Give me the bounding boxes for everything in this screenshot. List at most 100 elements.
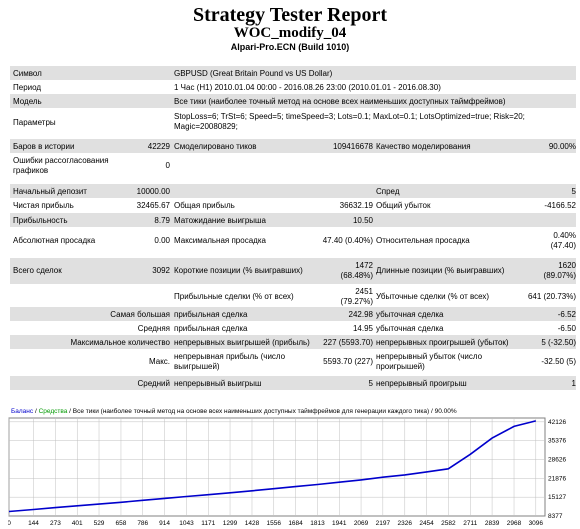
abs-drawdown-label: Абсолютная просадка [13, 236, 96, 245]
mismatch-label: Ошибки рассогласования графиков [13, 156, 109, 175]
period-value: 1 Час (H1) 2010.01.04 00:00 - 2016.08.26… [174, 83, 441, 92]
x-tick-label: 529 [94, 520, 105, 527]
x-tick-label: 2968 [507, 520, 522, 527]
max-count-label: Максимальное количество [70, 338, 170, 347]
x-tick-label: 2711 [463, 520, 477, 527]
x-tick-label: 1171 [201, 520, 215, 527]
short-positions-percent: (68.48%) [340, 271, 373, 280]
max-drawdown-value: 47.40 (0.40%) [322, 236, 373, 245]
avg-profit-label: прибыльная сделка [174, 324, 248, 333]
row-shade-total [10, 258, 576, 284]
x-tick-label: 1428 [245, 520, 260, 527]
period-label: Период [13, 83, 42, 92]
profit-factor-label: Прибыльность [13, 216, 68, 225]
max-cons-profit-label: непрерывная прибыль (число выигрышей) [174, 352, 286, 371]
symbol-label: Символ [13, 69, 42, 78]
avg-profit-value: 14.95 [352, 324, 373, 333]
x-tick-label: 2454 [419, 520, 434, 527]
x-tick-label: 2326 [398, 520, 413, 527]
x-tick-label: 273 [50, 520, 61, 527]
x-tick-label: 786 [137, 520, 148, 527]
x-tick-label: 1556 [267, 520, 282, 527]
caption-rest: / Все тики (наиболее точный метод на осн… [67, 407, 456, 415]
x-tick-label: 914 [159, 520, 170, 527]
y-tick-label: 21876 [548, 475, 566, 482]
x-tick-label: 1684 [288, 520, 303, 527]
row-shade-largest [10, 307, 576, 321]
gross-loss-label: Общий убыток [376, 201, 431, 210]
max-cons-wins-value: 227 (5593.70) [323, 338, 373, 347]
server-info: Alpari-Pro.ECN (Build 1010) [230, 42, 350, 52]
max-cons-wins-label: непрерывных выигрышей (прибыль) [174, 338, 310, 347]
expected-payoff-value: 10.50 [352, 216, 373, 225]
net-profit-label: Чистая прибыль [13, 201, 74, 210]
profit-trades-percent: (79.27%) [340, 297, 373, 306]
rel-drawdown-amount: (47.40) [550, 241, 576, 250]
symbol-value: GBPUSD (Great Britain Pound vs US Dollar… [174, 69, 333, 78]
row-shade-bars [10, 139, 576, 153]
gross-loss-value: -4166.52 [544, 201, 576, 210]
row-shade-max-count [10, 335, 576, 349]
deposit-value: 10000.00 [136, 187, 170, 196]
y-tick-label: 42126 [548, 419, 566, 426]
y-tick-label: 35376 [548, 438, 566, 445]
inputs-line-1: StopLoss=6; TrSt=6; Speed=5; timeSpeed=3… [174, 112, 525, 121]
x-tick-label: 1813 [310, 520, 325, 527]
x-tick-label: 658 [116, 520, 127, 527]
caption-equity: Средства [39, 408, 68, 415]
long-positions-label: Длинные позиции (% выигравших) [376, 266, 505, 275]
largest-profit-label: прибыльная сделка [174, 310, 248, 319]
x-tick-label: 2069 [354, 520, 369, 527]
largest-label: Самая большая [110, 310, 170, 319]
gross-profit-label: Общая прибыль [174, 201, 235, 210]
mismatch-value: 0 [165, 161, 170, 170]
model-label: Модель [13, 97, 42, 106]
avg-cons-label: Средний [137, 379, 170, 388]
largest-loss-label: убыточная сделка [376, 310, 444, 319]
row-shade-avg-cons [10, 376, 576, 390]
row-shade-symbol [10, 66, 576, 80]
y-tick-label: 15127 [548, 494, 566, 501]
model-value: Все тики (наиболее точный метод на основ… [174, 97, 506, 106]
maximal-label: Макс. [148, 357, 170, 366]
spread-value: 5 [571, 187, 576, 196]
max-drawdown-label: Максимальная просадка [174, 236, 266, 245]
average-label: Средняя [137, 324, 170, 333]
long-positions-count: 1620 [558, 261, 576, 270]
modeling-quality-value: 90.00% [548, 142, 576, 151]
spread-label: Спред [376, 187, 400, 196]
x-tick-label: 1299 [223, 520, 238, 527]
caption-separator: / [33, 408, 38, 415]
expert-name: WOC_modify_04 [233, 25, 347, 41]
avg-loss-label: убыточная сделка [376, 324, 444, 333]
abs-drawdown-value: 0.00 [154, 236, 170, 245]
inputs-label: Параметры [13, 118, 56, 127]
x-tick-label: 1043 [179, 520, 194, 527]
loss-trades-value: 641 (20.73%) [527, 292, 576, 301]
largest-profit-value: 242.98 [348, 310, 373, 319]
deposit-label: Начальный депозит [13, 187, 87, 196]
row-shade-pf [10, 213, 576, 227]
row-shade-model [10, 94, 576, 108]
x-tick-label: 144 [28, 520, 39, 527]
profit-trades-label: Прибыльные сделки (% от всех) [174, 292, 294, 301]
gross-profit-value: 36632.19 [339, 201, 373, 210]
report-title: Strategy Tester Report [192, 4, 388, 26]
max-cons-loss-value: -32.50 (5) [541, 357, 576, 366]
bars-label: Баров в истории [13, 142, 75, 151]
x-tick-label: 0 [8, 520, 11, 527]
y-tick-label: 8377 [548, 513, 563, 520]
inputs-line-2: Magic=20080829; [174, 122, 238, 131]
balance-chart: 42126 35376 28626 21876 15127 8377 0 144 273 401… [8, 407, 566, 527]
avg-cons-wins-value: 5 [368, 379, 373, 388]
expected-payoff-label: Матожидание выигрыша [174, 216, 266, 225]
avg-cons-losses-label: непрерывный проигрыш [376, 379, 467, 388]
max-cons-losses-value: 5 (-32.50) [541, 338, 576, 347]
short-positions-count: 1472 [355, 261, 373, 270]
max-cons-profit-value: 5593.70 (227) [323, 357, 373, 366]
x-tick-label: 2197 [376, 520, 391, 527]
avg-loss-value: -6.50 [557, 324, 576, 333]
x-tick-label: 401 [72, 520, 83, 527]
row-shade-deposit [10, 184, 576, 198]
ticks-label: Смоделировано тиков [174, 142, 257, 151]
